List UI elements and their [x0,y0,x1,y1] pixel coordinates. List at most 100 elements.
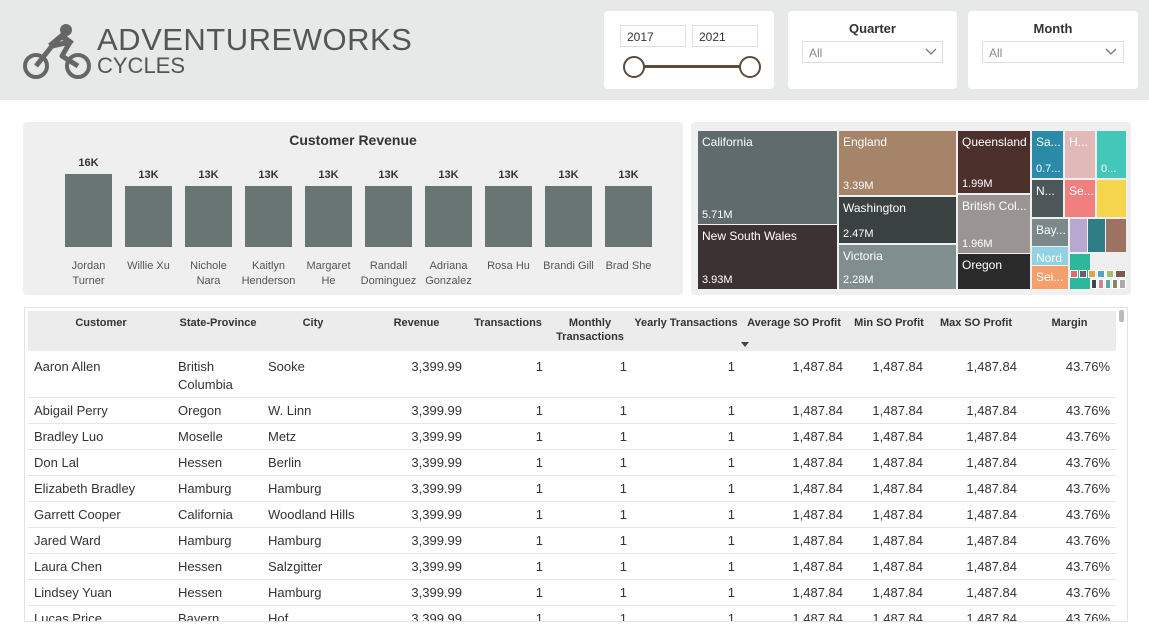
x-tick-label: Nichole Nara [190,260,227,287]
data-label: 13K [378,169,399,182]
column-header: State-Province [179,317,257,329]
treemap-tile: Sei... [1032,266,1068,289]
table-cell: 1,487.84 [792,359,843,374]
table-cell: British Columbia [178,359,233,392]
table-cell: 1,487.84 [792,585,843,600]
scrollbar-thumb[interactable] [1119,310,1124,322]
table-cell: 43.76% [1065,359,1110,374]
table-cell: 1 [619,585,627,600]
x-tick-label: Rosa Hu [487,260,530,272]
table-cell: 1 [535,585,543,600]
table-cell: 1,487.84 [966,359,1017,374]
data-label: 13K [198,169,219,182]
x-tick-label: Margaret He [306,260,351,287]
tile-label: N... [1036,184,1055,198]
table-cell: 1,487.84 [872,455,923,470]
table-cell: 1,487.84 [872,481,923,496]
table-cell: 1 [619,481,627,496]
column-header: City [302,317,324,329]
tile-value: 3.39M [843,180,874,192]
table-cell: 43.76% [1065,403,1110,418]
table-cell: Don Lal [34,455,79,470]
table-cell: 3,399.99 [411,611,462,622]
tile-label: Se... [1069,184,1094,198]
treemap-tile: Sa... 0.7... [1032,131,1063,178]
year-start[interactable]: 2017 [620,25,686,47]
tile-label: Queensland [962,135,1027,149]
table-cell: 1,487.84 [872,611,923,622]
tile-value: 2.47M [843,228,874,240]
x-tick-label: Brandi Gill [543,260,594,272]
bar [245,186,292,247]
table-cell: Hamburg [268,533,322,548]
table-cell: Laura Chen [34,559,102,574]
table-cell: 1,487.84 [792,455,843,470]
table-header [28,311,1116,351]
table-cell: 1,487.84 [966,559,1017,574]
treemap-tile-small [1088,270,1096,278]
data-label: 13K [498,169,519,182]
treemap-tile: England 3.39M [839,131,956,195]
table-cell: Woodland Hills [268,507,355,522]
sort-arrow[interactable] [741,342,749,347]
table-cell: Hamburg [268,585,322,600]
dropdown[interactable]: All [802,41,943,63]
data-label: 13K [258,169,279,182]
bar-chart: Customer Revenue 16K Jordan Turner 13K Will… [23,122,683,295]
tile-value: 3.93M [702,274,733,286]
bar [185,186,232,247]
bar [485,186,532,247]
table-cell: 1 [619,403,627,418]
treemap-tile [1070,219,1087,252]
slider-knob[interactable] [739,56,761,78]
table-cell: 43.76% [1065,455,1110,470]
table-cell: 1 [535,559,543,574]
treemap-tile-small [1079,270,1087,278]
table-cell: Jared Ward [34,533,101,548]
table-cell: 1,487.84 [966,611,1017,622]
column-header: Customer [75,317,127,329]
table-cell: Oregon [178,403,222,418]
table-cell: 1 [619,611,627,622]
table-cell: 1 [727,507,735,522]
row-divider [28,579,1116,580]
column-header: Monthly Transactions [556,317,624,343]
data-label: 16K [78,157,99,169]
tile-label: Washington [843,201,906,215]
bar [545,186,592,247]
table-cell: 1,487.84 [792,533,843,548]
x-tick-label: Willie Xu [127,260,170,272]
year-end[interactable]: 2021 [692,25,758,47]
treemap-tile [1106,219,1126,252]
slider-knob[interactable] [623,56,645,78]
table-cell: 43.76% [1065,585,1110,600]
bar [605,186,652,247]
table-cell: 1,487.84 [872,533,923,548]
table-cell: 1,487.84 [966,533,1017,548]
table-cell: 1 [727,585,735,600]
table-cell: 1,487.84 [872,429,923,444]
row-divider [28,605,1116,606]
treemap-tile [1088,219,1105,252]
treemap: California 5.71M New South Wales 3.93M Engla… [698,131,1126,290]
table-cell: 1,487.84 [872,559,923,574]
treemap-tile: Nord [1032,247,1068,265]
data-label: 13K [618,169,639,182]
column-header: Max SO Profit [939,317,1013,329]
tile-label: California [702,135,753,149]
table-cell: 1 [619,559,627,574]
month-slicer: Month All [968,11,1138,89]
column-header: Average SO Profit [747,317,841,329]
table-cell: 1 [619,507,627,522]
table-cell: Moselle [178,429,223,444]
treemap-tile-small [1098,279,1104,289]
table-cell: 3,399.99 [411,481,462,496]
dropdown[interactable]: All [982,41,1124,63]
treemap-tile-small [1112,279,1118,289]
table-cell: 1 [535,507,543,522]
column-header: Revenue [393,317,440,329]
table-cell: 1,487.84 [792,611,843,622]
table-cell: 1,487.84 [872,507,923,522]
treemap-tile: British Col... 1.96M [958,195,1030,253]
table-cell: 1 [727,611,735,622]
